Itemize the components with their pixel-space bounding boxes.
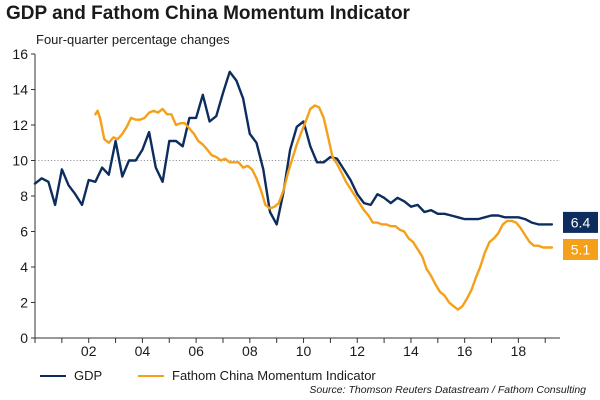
y-tick-label-14: 14 xyxy=(12,82,28,98)
series-line-0 xyxy=(33,70,554,226)
x-tick-label-08: 08 xyxy=(242,343,258,359)
x-tick-label-02: 02 xyxy=(81,343,97,359)
y-tick-label-6: 6 xyxy=(20,224,28,240)
chart-title: GDP and Fathom China Momentum Indicator xyxy=(6,3,410,24)
end-label-box-1 xyxy=(563,238,598,260)
end-label-1: 5.1 xyxy=(571,241,591,257)
legend-item-gdp: GDP xyxy=(40,368,102,383)
x-tick-label-04: 04 xyxy=(135,343,151,359)
legend-label-fathom: Fathom China Momentum Indicator xyxy=(172,368,376,383)
y-tick-label-0: 0 xyxy=(20,330,28,346)
end-label-0: 6.4 xyxy=(571,214,591,230)
legend-item-fathom: Fathom China Momentum Indicator xyxy=(138,368,376,383)
y-tick-label-10: 10 xyxy=(12,153,28,169)
y-tick-label-4: 4 xyxy=(20,259,28,275)
y-tick-label-12: 12 xyxy=(12,117,28,133)
x-tick-label-16: 16 xyxy=(457,343,473,359)
y-tick-label-16: 16 xyxy=(12,46,28,62)
x-tick-label-14: 14 xyxy=(403,343,419,359)
y-tick-label-8: 8 xyxy=(20,188,28,204)
x-tick-label-10: 10 xyxy=(296,343,312,359)
end-label-box-0 xyxy=(563,211,598,233)
legend-label-gdp: GDP xyxy=(74,368,103,383)
legend-swatch-gdp xyxy=(40,374,66,377)
chart-subtitle: Four-quarter percentage changes xyxy=(36,32,230,47)
legend-swatch-fathom xyxy=(138,374,164,377)
series-line-1 xyxy=(94,104,554,311)
x-tick-label-18: 18 xyxy=(511,343,527,359)
source-note: Source: Thomson Reuters Datastream / Fat… xyxy=(309,384,586,396)
x-tick-label-06: 06 xyxy=(188,343,204,359)
x-tick-label-12: 12 xyxy=(349,343,365,359)
y-tick-label-2: 2 xyxy=(20,295,28,311)
